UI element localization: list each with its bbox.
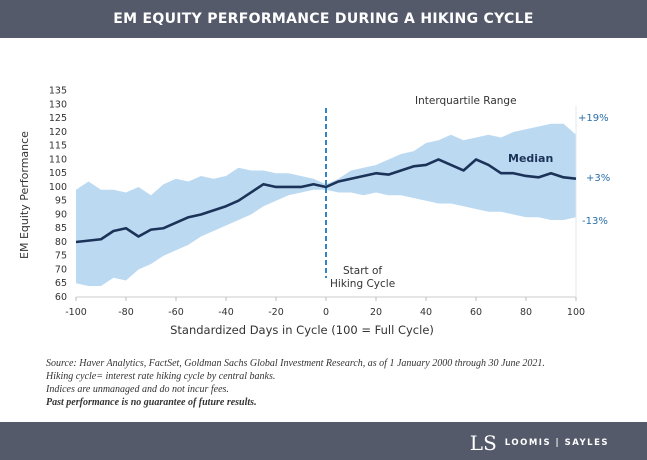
footnote-disclaimer: Past performance is no guarantee of futu… [46,397,257,408]
footnote-indices: Indices are unmanaged and do not incur f… [46,384,229,395]
median-label: Median [508,152,553,165]
y-tick-label: 75 [55,251,67,262]
median-end-label: +3% [586,173,610,184]
y-tick-label: 135 [49,86,67,97]
y-tick-label: 60 [55,292,67,303]
y-tick-label: 80 [55,237,67,248]
y-tick-label: 115 [49,141,67,152]
x-tick-label: 60 [470,307,482,318]
x-tick-label: 20 [370,307,382,318]
y-tick-label: 65 [55,278,67,289]
y-tick-label: 130 [49,99,67,110]
y-tick-label: 120 [49,127,67,138]
y-tick-label: 105 [49,168,67,179]
x-tick-label: -60 [168,307,184,318]
x-tick-label: 100 [567,307,585,318]
loomis-sayles-logo: LS LOOMIS | SAYLES [470,431,609,455]
y-tick-label: 85 [55,223,67,234]
upper-end-label: +19% [578,113,609,124]
logo-mark: LS [469,431,497,455]
start-label-line2: Hiking Cycle [330,278,395,290]
x-tick-label: 0 [323,307,329,318]
y-axis-label: EM Equity Performance [18,131,31,259]
logo-wordmark: LOOMIS | SAYLES [504,438,609,448]
chart-title: EM EQUITY PERFORMANCE DURING A HIKING CY… [113,11,534,27]
footnote-source: Source: Haver Analytics, FactSet, Goldma… [46,358,545,369]
y-tick-label: 100 [49,182,67,193]
x-tick-label: -20 [268,307,284,318]
iqr-label: Interquartile Range [415,95,517,107]
chart-title-banner: EM EQUITY PERFORMANCE DURING A HIKING CY… [0,0,647,38]
x-tick-label: -100 [65,307,87,318]
y-tick-label: 95 [55,196,67,207]
x-tick-label: -40 [218,307,234,318]
y-tick-label: 125 [49,113,67,124]
x-axis-label: Standardized Days in Cycle (100 = Full C… [170,323,434,337]
y-tick-label: 90 [55,209,67,220]
footer-banner: LS LOOMIS | SAYLES [0,422,647,460]
footnotes: Source: Haver Analytics, FactSet, Goldma… [46,357,545,409]
x-tick-label: 40 [420,307,432,318]
x-tick-label: 80 [520,307,532,318]
y-tick-label: 70 [55,264,67,275]
footnote-definition: Hiking cycle= interest rate hiking cycle… [46,371,276,382]
x-tick-label: -80 [118,307,134,318]
start-label-line1: Start of [343,265,382,277]
y-tick-label: 110 [49,154,67,165]
lower-end-label: -13% [582,216,608,227]
